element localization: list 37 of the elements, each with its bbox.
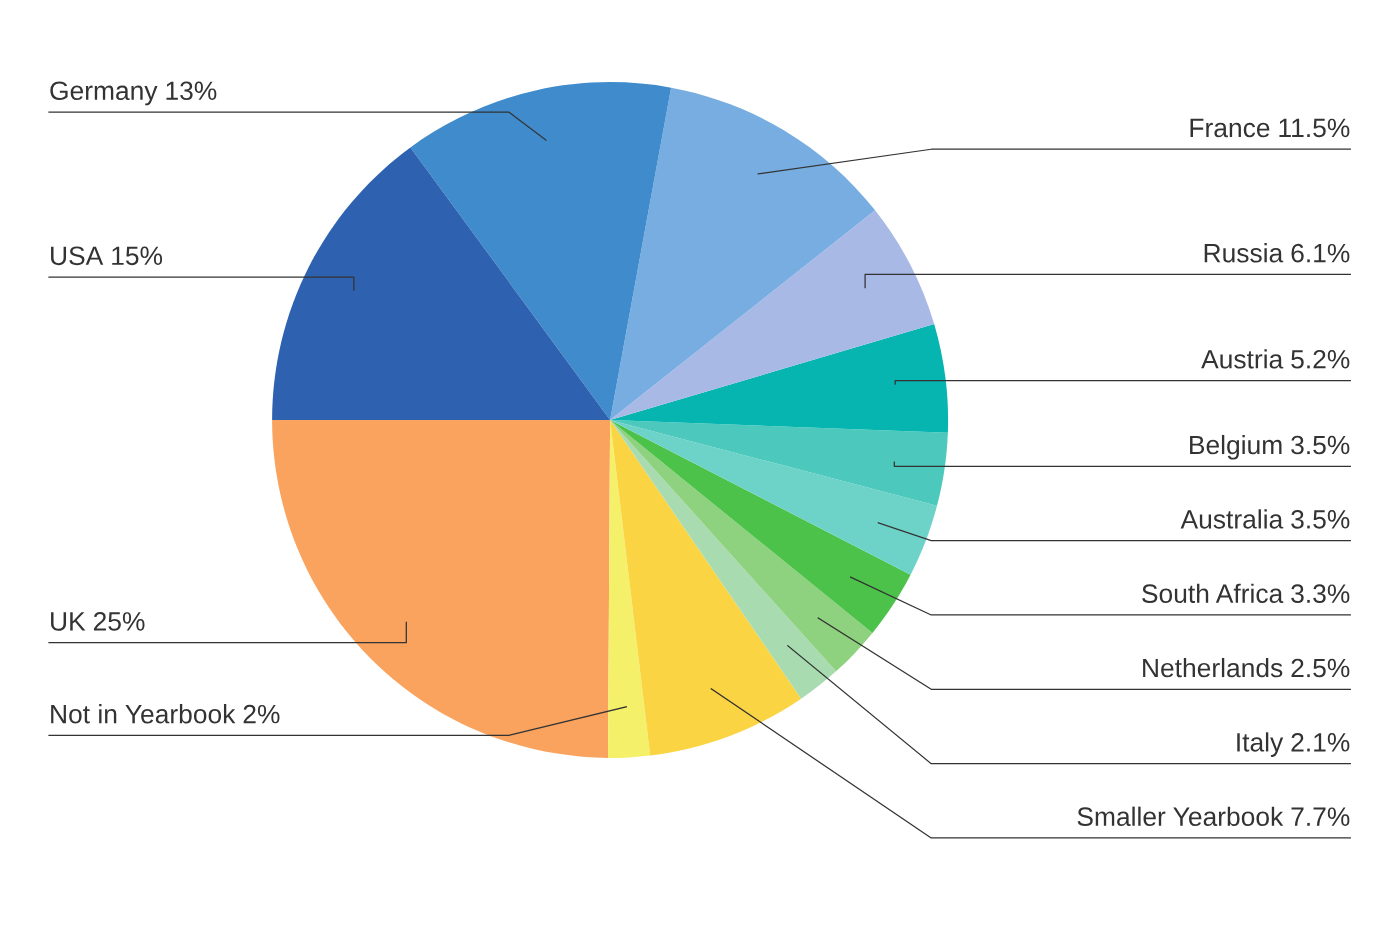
pie-slice	[610, 420, 802, 756]
data-label: 2%	[243, 704, 280, 724]
slice-label: Smaller Yearbook	[1077, 806, 1284, 827]
slice-label: UK	[51, 612, 86, 631]
slice-label: Belgium	[1190, 434, 1282, 460]
data-label: 3.5%	[1291, 509, 1350, 529]
data-label: 5.2%	[1291, 349, 1350, 369]
data-label: 2.1%	[1291, 733, 1350, 752]
slice-label: Germany	[50, 81, 158, 106]
pie-slice	[610, 210, 935, 421]
pie-slice	[410, 82, 672, 421]
slice-label: Italy	[1237, 732, 1284, 757]
slice-label: South Africa	[1142, 583, 1284, 604]
slice-label: Australia	[1180, 509, 1284, 529]
data-label: 6.1%	[1291, 243, 1350, 263]
data-label: 2.5%	[1291, 658, 1350, 678]
pie-slice	[610, 420, 938, 575]
pie-slice	[610, 420, 837, 699]
slice-label: Austria	[1201, 349, 1284, 369]
pie-slice	[610, 420, 911, 634]
pie-slice	[272, 147, 611, 421]
pie-slice	[610, 324, 949, 433]
data-label: 11.5%	[1279, 118, 1350, 138]
data-label: 7.7%	[1291, 807, 1350, 826]
data-label: 15%	[112, 246, 163, 266]
data-label: 3.5%	[1291, 435, 1350, 455]
slice-label: France	[1190, 118, 1270, 138]
slice-label: USA	[51, 246, 104, 266]
slice-label: Not in Yearbook	[51, 704, 236, 724]
pie-slice	[610, 87, 876, 421]
pie-slice	[610, 420, 873, 672]
data-label: 25%	[93, 612, 145, 631]
slice-label: Russia	[1204, 243, 1284, 263]
slice-label: Netherlands	[1143, 657, 1283, 678]
data-label: 13%	[166, 81, 217, 101]
pie-slice	[610, 420, 948, 506]
data-label: 3.3%	[1291, 584, 1350, 604]
